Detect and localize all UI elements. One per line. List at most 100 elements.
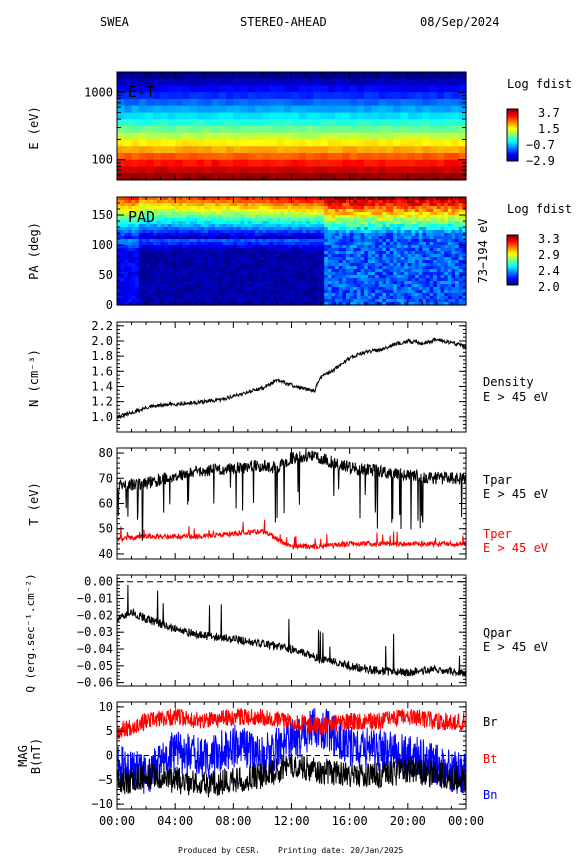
pad-cell xyxy=(458,290,463,294)
pad-cell xyxy=(215,290,220,294)
et-cell xyxy=(400,173,409,181)
pad-cell xyxy=(306,203,311,207)
et-cell xyxy=(356,105,365,113)
pad-cell xyxy=(236,257,242,261)
pad-cell xyxy=(178,221,184,225)
pad-cell xyxy=(200,302,205,306)
pad-cell xyxy=(320,245,325,249)
pad-cell xyxy=(418,272,423,276)
pad-cell xyxy=(436,266,442,270)
pad-cell xyxy=(222,260,227,264)
pad-cell xyxy=(135,230,140,234)
et-cell xyxy=(313,153,322,161)
pad-cell xyxy=(462,257,467,261)
pad-cell xyxy=(127,251,133,255)
pad-cell xyxy=(451,275,456,279)
pad-cell xyxy=(375,296,380,300)
pad-cell xyxy=(142,248,147,252)
et-cell xyxy=(276,78,285,86)
et-cell xyxy=(153,146,162,154)
pad-cell xyxy=(160,227,165,231)
pad-cell xyxy=(266,290,271,294)
pad-cell xyxy=(407,254,413,258)
pad-cell xyxy=(302,230,307,234)
pad-cell xyxy=(335,218,340,222)
pad-cell xyxy=(411,287,416,291)
pad-cell xyxy=(171,281,176,285)
et-cell xyxy=(451,105,460,113)
pad-cell xyxy=(346,263,351,267)
et-cell xyxy=(364,105,373,113)
pad-cell xyxy=(389,266,394,270)
et-cell xyxy=(218,119,227,127)
pad-cell xyxy=(327,272,333,276)
pad-cell xyxy=(360,293,365,297)
pad-cell xyxy=(215,242,220,246)
pad-cell xyxy=(462,281,467,285)
pad-cell xyxy=(364,257,369,261)
pad-cell xyxy=(436,275,442,279)
pad-cell xyxy=(146,221,151,225)
pad-cell xyxy=(295,209,300,213)
pad-cell xyxy=(364,272,369,276)
pad-cell xyxy=(331,209,336,213)
pad-cell xyxy=(393,299,398,303)
pad-cell xyxy=(196,263,202,267)
pad-cell xyxy=(211,224,216,228)
pad-cell xyxy=(196,296,202,300)
et-cell xyxy=(117,78,125,86)
et-cell xyxy=(240,153,249,161)
pad-cell xyxy=(131,212,136,216)
pad-cell xyxy=(309,251,314,255)
pad-cell xyxy=(447,206,453,210)
et-cell xyxy=(429,173,438,181)
pad-cell xyxy=(193,218,198,222)
pad-cell xyxy=(364,239,369,243)
pad-cell xyxy=(462,293,467,297)
pad-cell xyxy=(229,263,234,267)
et-cell xyxy=(364,153,373,161)
et-cell xyxy=(356,139,365,147)
pad-cell xyxy=(287,275,293,279)
pad-cell xyxy=(236,239,242,243)
pad-cell xyxy=(186,296,191,300)
et-colorbar-segment xyxy=(507,144,518,146)
pad-cell xyxy=(375,260,380,264)
pad-cell xyxy=(153,230,158,234)
pad-cell xyxy=(433,272,438,276)
pad-cell xyxy=(215,200,220,204)
pad-cell xyxy=(295,242,300,246)
pad-cell xyxy=(444,251,449,255)
pad-cell xyxy=(251,302,256,306)
et-cell xyxy=(298,85,307,93)
pad-cell xyxy=(196,257,202,261)
pad-cell xyxy=(335,209,340,213)
pad-cell xyxy=(138,218,144,222)
pad-cell xyxy=(404,254,409,258)
pad-cell xyxy=(462,254,467,258)
pad-cell xyxy=(447,272,453,276)
pad-cell xyxy=(236,293,242,297)
pad-cell xyxy=(211,245,216,249)
pad-cell xyxy=(178,248,184,252)
pad-cell xyxy=(276,203,282,207)
pad-cell xyxy=(193,227,198,231)
pad-cell xyxy=(171,233,176,237)
et-colorbar-segment xyxy=(507,122,518,124)
pad-cell xyxy=(236,278,242,282)
pad-cell xyxy=(117,284,122,288)
pad-cell xyxy=(382,287,387,291)
pad-cell xyxy=(440,197,445,201)
et-cell xyxy=(124,105,133,113)
pad-cell xyxy=(313,242,318,246)
pad-cell xyxy=(342,278,347,282)
et-cell xyxy=(393,72,402,80)
pad-cell xyxy=(389,221,394,225)
pad-cell xyxy=(211,251,216,255)
pad-cell xyxy=(415,218,420,222)
pad-cell xyxy=(178,239,184,243)
et-cell xyxy=(386,132,394,140)
pad-cell xyxy=(262,245,267,249)
pad-cell xyxy=(389,260,394,264)
pad-cell xyxy=(291,266,296,270)
